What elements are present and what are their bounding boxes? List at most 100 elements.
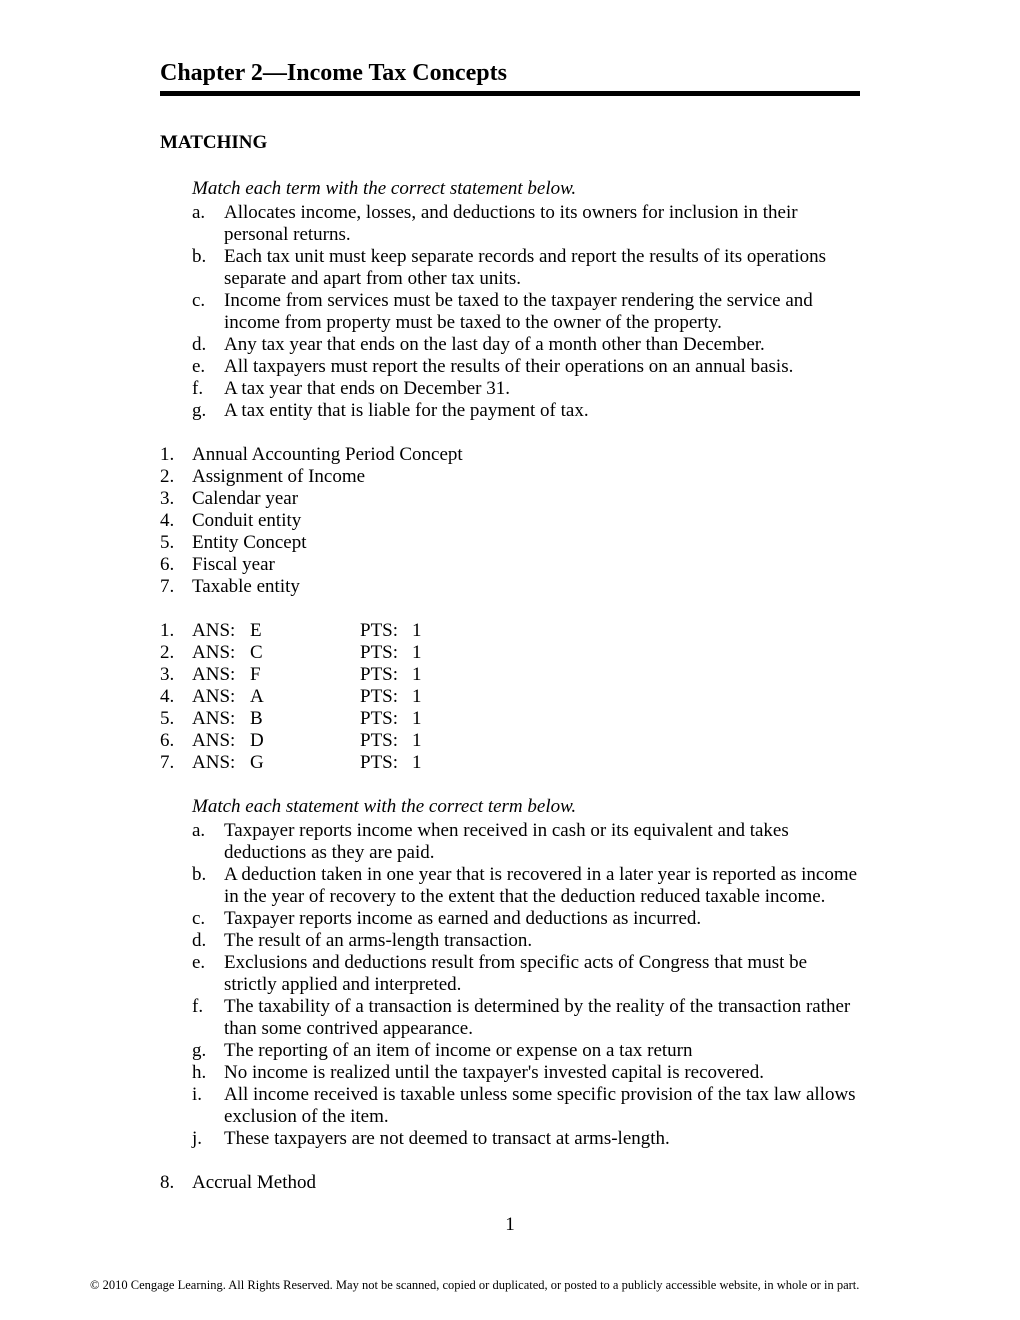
- term-item: 2.Assignment of Income: [160, 466, 860, 488]
- matching-instruction-2: Match each statement with the correct te…: [192, 796, 860, 818]
- answer-row: 6.ANS:DPTS:1: [160, 730, 860, 752]
- ans-num: 5.: [160, 708, 192, 730]
- def-text: Allocates income, losses, and deductions…: [224, 202, 860, 246]
- answer-row: 4.ANS:APTS:1: [160, 686, 860, 708]
- pts-value: 1: [412, 730, 442, 752]
- term-num: 3.: [160, 488, 192, 510]
- ans-label: ANS:: [192, 752, 250, 774]
- def-text: Any tax year that ends on the last day o…: [224, 334, 860, 356]
- ans-num: 1.: [160, 620, 192, 642]
- definition-item: g.A tax entity that is liable for the pa…: [192, 400, 860, 422]
- ans-label: ANS:: [192, 620, 250, 642]
- answer-row: 5.ANS:BPTS:1: [160, 708, 860, 730]
- term-num: 4.: [160, 510, 192, 532]
- term-text: Conduit entity: [192, 510, 860, 532]
- ans-num: 4.: [160, 686, 192, 708]
- def-text: Taxpayer reports income as earned and de…: [224, 908, 860, 930]
- term-text: Fiscal year: [192, 554, 860, 576]
- term-item: 6.Fiscal year: [160, 554, 860, 576]
- pts-value: 1: [412, 620, 442, 642]
- ans-num: 3.: [160, 664, 192, 686]
- def-text: A tax entity that is liable for the paym…: [224, 400, 860, 422]
- answer-row: 2.ANS:CPTS:1: [160, 642, 860, 664]
- pts-label: PTS:: [360, 642, 412, 664]
- ans-label: ANS:: [192, 642, 250, 664]
- definition-item: i.All income received is taxable unless …: [192, 1084, 860, 1128]
- definition-item: d.The result of an arms-length transacti…: [192, 930, 860, 952]
- term-text: Taxable entity: [192, 576, 860, 598]
- term-num: 5.: [160, 532, 192, 554]
- def-text: Each tax unit must keep separate records…: [224, 246, 860, 290]
- term-num: 1.: [160, 444, 192, 466]
- ans-value: B: [250, 708, 360, 730]
- def-letter: i.: [192, 1084, 224, 1128]
- def-text: Taxpayer reports income when received in…: [224, 820, 860, 864]
- definition-item: f.The taxability of a transaction is det…: [192, 996, 860, 1040]
- definition-item: d.Any tax year that ends on the last day…: [192, 334, 860, 356]
- definition-item: b.Each tax unit must keep separate recor…: [192, 246, 860, 290]
- def-letter: a.: [192, 820, 224, 864]
- term-num: 6.: [160, 554, 192, 576]
- pts-label: PTS:: [360, 708, 412, 730]
- definition-item: f.A tax year that ends on December 31.: [192, 378, 860, 400]
- definition-item: c.Income from services must be taxed to …: [192, 290, 860, 334]
- term-text: Accrual Method: [192, 1172, 860, 1194]
- term-text: Assignment of Income: [192, 466, 860, 488]
- pts-value: 1: [412, 664, 442, 686]
- ans-value: C: [250, 642, 360, 664]
- answers-table-1: 1.ANS:EPTS:1 2.ANS:CPTS:1 3.ANS:FPTS:1 4…: [160, 620, 860, 774]
- def-letter: d.: [192, 930, 224, 952]
- term-text: Entity Concept: [192, 532, 860, 554]
- section-heading: MATCHING: [160, 132, 860, 154]
- chapter-title: Chapter 2—Income Tax Concepts: [160, 60, 860, 87]
- def-letter: c.: [192, 908, 224, 930]
- term-item: 4.Conduit entity: [160, 510, 860, 532]
- def-text: The taxability of a transaction is deter…: [224, 996, 860, 1040]
- def-letter: g.: [192, 1040, 224, 1062]
- def-letter: f.: [192, 996, 224, 1040]
- term-item: 8. Accrual Method: [160, 1172, 860, 1194]
- term-num: 2.: [160, 466, 192, 488]
- answer-row: 3.ANS:FPTS:1: [160, 664, 860, 686]
- def-letter: b.: [192, 246, 224, 290]
- ans-value: F: [250, 664, 360, 686]
- term-num: 8.: [160, 1172, 192, 1194]
- def-letter: c.: [192, 290, 224, 334]
- term-item: 5.Entity Concept: [160, 532, 860, 554]
- def-text: The reporting of an item of income or ex…: [224, 1040, 860, 1062]
- definition-item: j.These taxpayers are not deemed to tran…: [192, 1128, 860, 1150]
- terms-list-1: 1.Annual Accounting Period Concept 2.Ass…: [160, 444, 860, 598]
- def-text: A deduction taken in one year that is re…: [224, 864, 860, 908]
- answer-row: 1.ANS:EPTS:1: [160, 620, 860, 642]
- def-letter: j.: [192, 1128, 224, 1150]
- term-item: 1.Annual Accounting Period Concept: [160, 444, 860, 466]
- pts-value: 1: [412, 642, 442, 664]
- definition-item: a.Allocates income, losses, and deductio…: [192, 202, 860, 246]
- document-page: Chapter 2—Income Tax Concepts MATCHING M…: [0, 0, 1020, 1276]
- def-text: All taxpayers must report the results of…: [224, 356, 860, 378]
- ans-value: D: [250, 730, 360, 752]
- term-text: Calendar year: [192, 488, 860, 510]
- term-item: 3.Calendar year: [160, 488, 860, 510]
- def-letter: h.: [192, 1062, 224, 1084]
- def-text: These taxpayers are not deemed to transa…: [224, 1128, 860, 1150]
- def-text: A tax year that ends on December 31.: [224, 378, 860, 400]
- ans-label: ANS:: [192, 664, 250, 686]
- definition-item: c.Taxpayer reports income as earned and …: [192, 908, 860, 930]
- def-text: Income from services must be taxed to th…: [224, 290, 860, 334]
- definitions-list-1: a.Allocates income, losses, and deductio…: [160, 202, 860, 422]
- pts-label: PTS:: [360, 730, 412, 752]
- pts-label: PTS:: [360, 752, 412, 774]
- ans-label: ANS:: [192, 686, 250, 708]
- pts-label: PTS:: [360, 620, 412, 642]
- def-letter: e.: [192, 952, 224, 996]
- pts-value: 1: [412, 686, 442, 708]
- definition-item: e.Exclusions and deductions result from …: [192, 952, 860, 996]
- ans-num: 7.: [160, 752, 192, 774]
- ans-value: A: [250, 686, 360, 708]
- def-text: The result of an arms-length transaction…: [224, 930, 860, 952]
- definitions-list-2: a.Taxpayer reports income when received …: [160, 820, 860, 1150]
- term-num: 7.: [160, 576, 192, 598]
- definition-item: a.Taxpayer reports income when received …: [192, 820, 860, 864]
- def-letter: g.: [192, 400, 224, 422]
